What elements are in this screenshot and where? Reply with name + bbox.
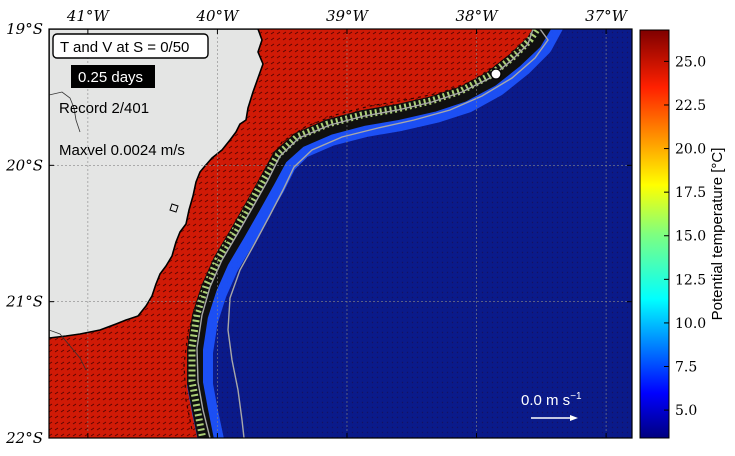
lat-label: 20°S (5, 156, 43, 174)
colorbar-tick-label: 20.0 (675, 142, 706, 158)
scale-arrow-head (570, 415, 578, 421)
isobath-inner (196, 29, 534, 438)
colorbar-tick-label: 7.5 (675, 360, 697, 376)
map-area (49, 29, 632, 438)
map-title: T and V at S = 0/50 (60, 39, 189, 56)
lat-label: 22°S (5, 429, 43, 447)
graticule (49, 29, 632, 438)
scale-label-text: 0.0 m s (521, 392, 570, 409)
time-label: 0.25 days (78, 69, 143, 86)
scale-label-exponent: −1 (570, 391, 582, 402)
colorbar-ticks: 25.0 22.5 20.0 17.5 15.0 12.5 10.0 7.5 5.0 (664, 54, 706, 419)
colorbar-tick-label: 5.0 (675, 403, 697, 419)
lat-label: 21°S (5, 293, 43, 311)
colorbar-tick-label: 15.0 (675, 229, 706, 245)
colorbar-tick-label: 12.5 (675, 272, 706, 288)
land-mass (49, 29, 264, 339)
map-frame (48, 28, 633, 439)
lon-label: 39°W (326, 7, 370, 25)
lon-label: 41°W (66, 7, 111, 25)
lat-label: 19°S (6, 20, 43, 38)
colorbar (639, 29, 670, 439)
maxvel-label: Maxvel 0.0024 m/s (59, 142, 185, 159)
scale-label: 0.0 m s−1 (521, 391, 582, 409)
colorbar-tick-label: 25.0 (675, 54, 706, 70)
colorbar-tick-label: 17.5 (675, 185, 706, 201)
location-marker (490, 68, 502, 80)
colorbar-tick-label: 22.5 (675, 98, 706, 114)
front-velocity-vectors (188, 29, 542, 438)
record-label: Record 2/401 (59, 100, 149, 117)
lon-label: 40°W (195, 7, 240, 25)
colorbar-tick-label: 10.0 (675, 316, 706, 332)
state-border (49, 329, 87, 371)
isobath-outer (227, 29, 549, 438)
lon-label: 37°W (585, 7, 629, 25)
colorbar-label: Potential temperature [°C] (709, 148, 726, 321)
island (169, 203, 179, 213)
title-box (52, 33, 209, 59)
map-ticks: 41°W 40°W 39°W 38°W 37°W 19°S 20°S 21°S 22°S (5, 7, 632, 447)
time-badge (71, 65, 155, 88)
shelf-arrows (183, 47, 521, 431)
lon-label: 38°W (456, 7, 500, 25)
state-border (49, 91, 81, 133)
